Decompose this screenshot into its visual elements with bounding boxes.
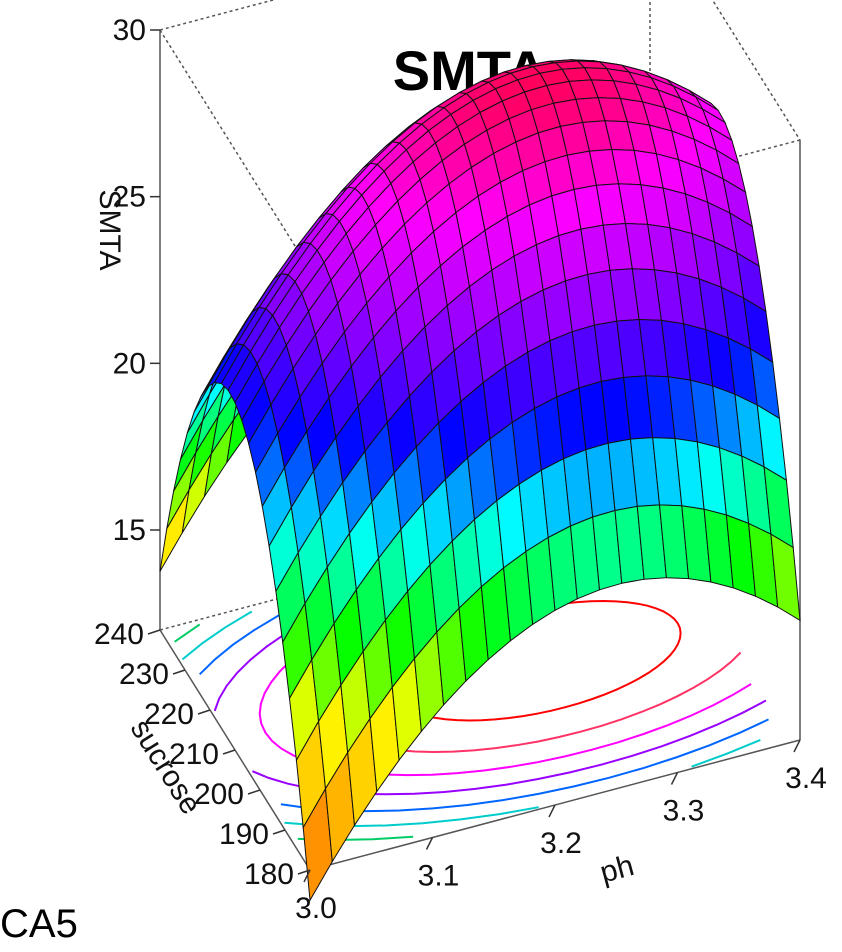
figure-label: CA5 bbox=[0, 902, 78, 946]
y-tick-label: 240 bbox=[94, 618, 144, 651]
x-tick-label: 3.0 bbox=[295, 892, 337, 925]
y-tick-mark bbox=[172, 669, 186, 675]
z-tick-label: 25 bbox=[113, 181, 146, 214]
z-tick-label: 30 bbox=[113, 14, 146, 47]
y-tick-label: 190 bbox=[219, 818, 269, 851]
y-tick-mark bbox=[147, 629, 161, 635]
x-tick-mark bbox=[548, 804, 556, 818]
x-tick-label: 3.2 bbox=[540, 827, 582, 860]
x-tick-mark bbox=[425, 837, 434, 850]
y-tick-mark bbox=[222, 749, 236, 755]
y-tick-mark bbox=[272, 829, 286, 835]
x-tick-mark bbox=[793, 739, 801, 753]
x-tick-label: 3.4 bbox=[785, 762, 827, 795]
x-axis-title: ph bbox=[597, 849, 638, 890]
z-axis-title: SMTA bbox=[93, 189, 126, 270]
surface-facet bbox=[770, 533, 801, 622]
box-edge-top-right bbox=[711, 0, 801, 141]
y-tick-label: 210 bbox=[169, 738, 219, 771]
x-tick-label: 3.3 bbox=[663, 795, 705, 828]
z-tick-label: 15 bbox=[113, 514, 146, 547]
box-edge-top-back bbox=[159, 0, 277, 31]
x-tick-label: 3.1 bbox=[418, 860, 460, 893]
y-tick-label: 230 bbox=[119, 658, 169, 691]
y-tick-mark bbox=[297, 869, 311, 875]
y-tick-label: 180 bbox=[244, 858, 294, 891]
box-edge-top-left bbox=[159, 29, 311, 271]
x-tick-mark bbox=[303, 869, 311, 883]
y-tick-label: 200 bbox=[194, 778, 244, 811]
y-tick-label: 220 bbox=[144, 698, 194, 731]
x-tick-mark bbox=[670, 772, 679, 785]
z-tick-label: 20 bbox=[113, 347, 146, 380]
y-tick-mark bbox=[197, 709, 211, 715]
y-tick-mark bbox=[247, 789, 261, 795]
